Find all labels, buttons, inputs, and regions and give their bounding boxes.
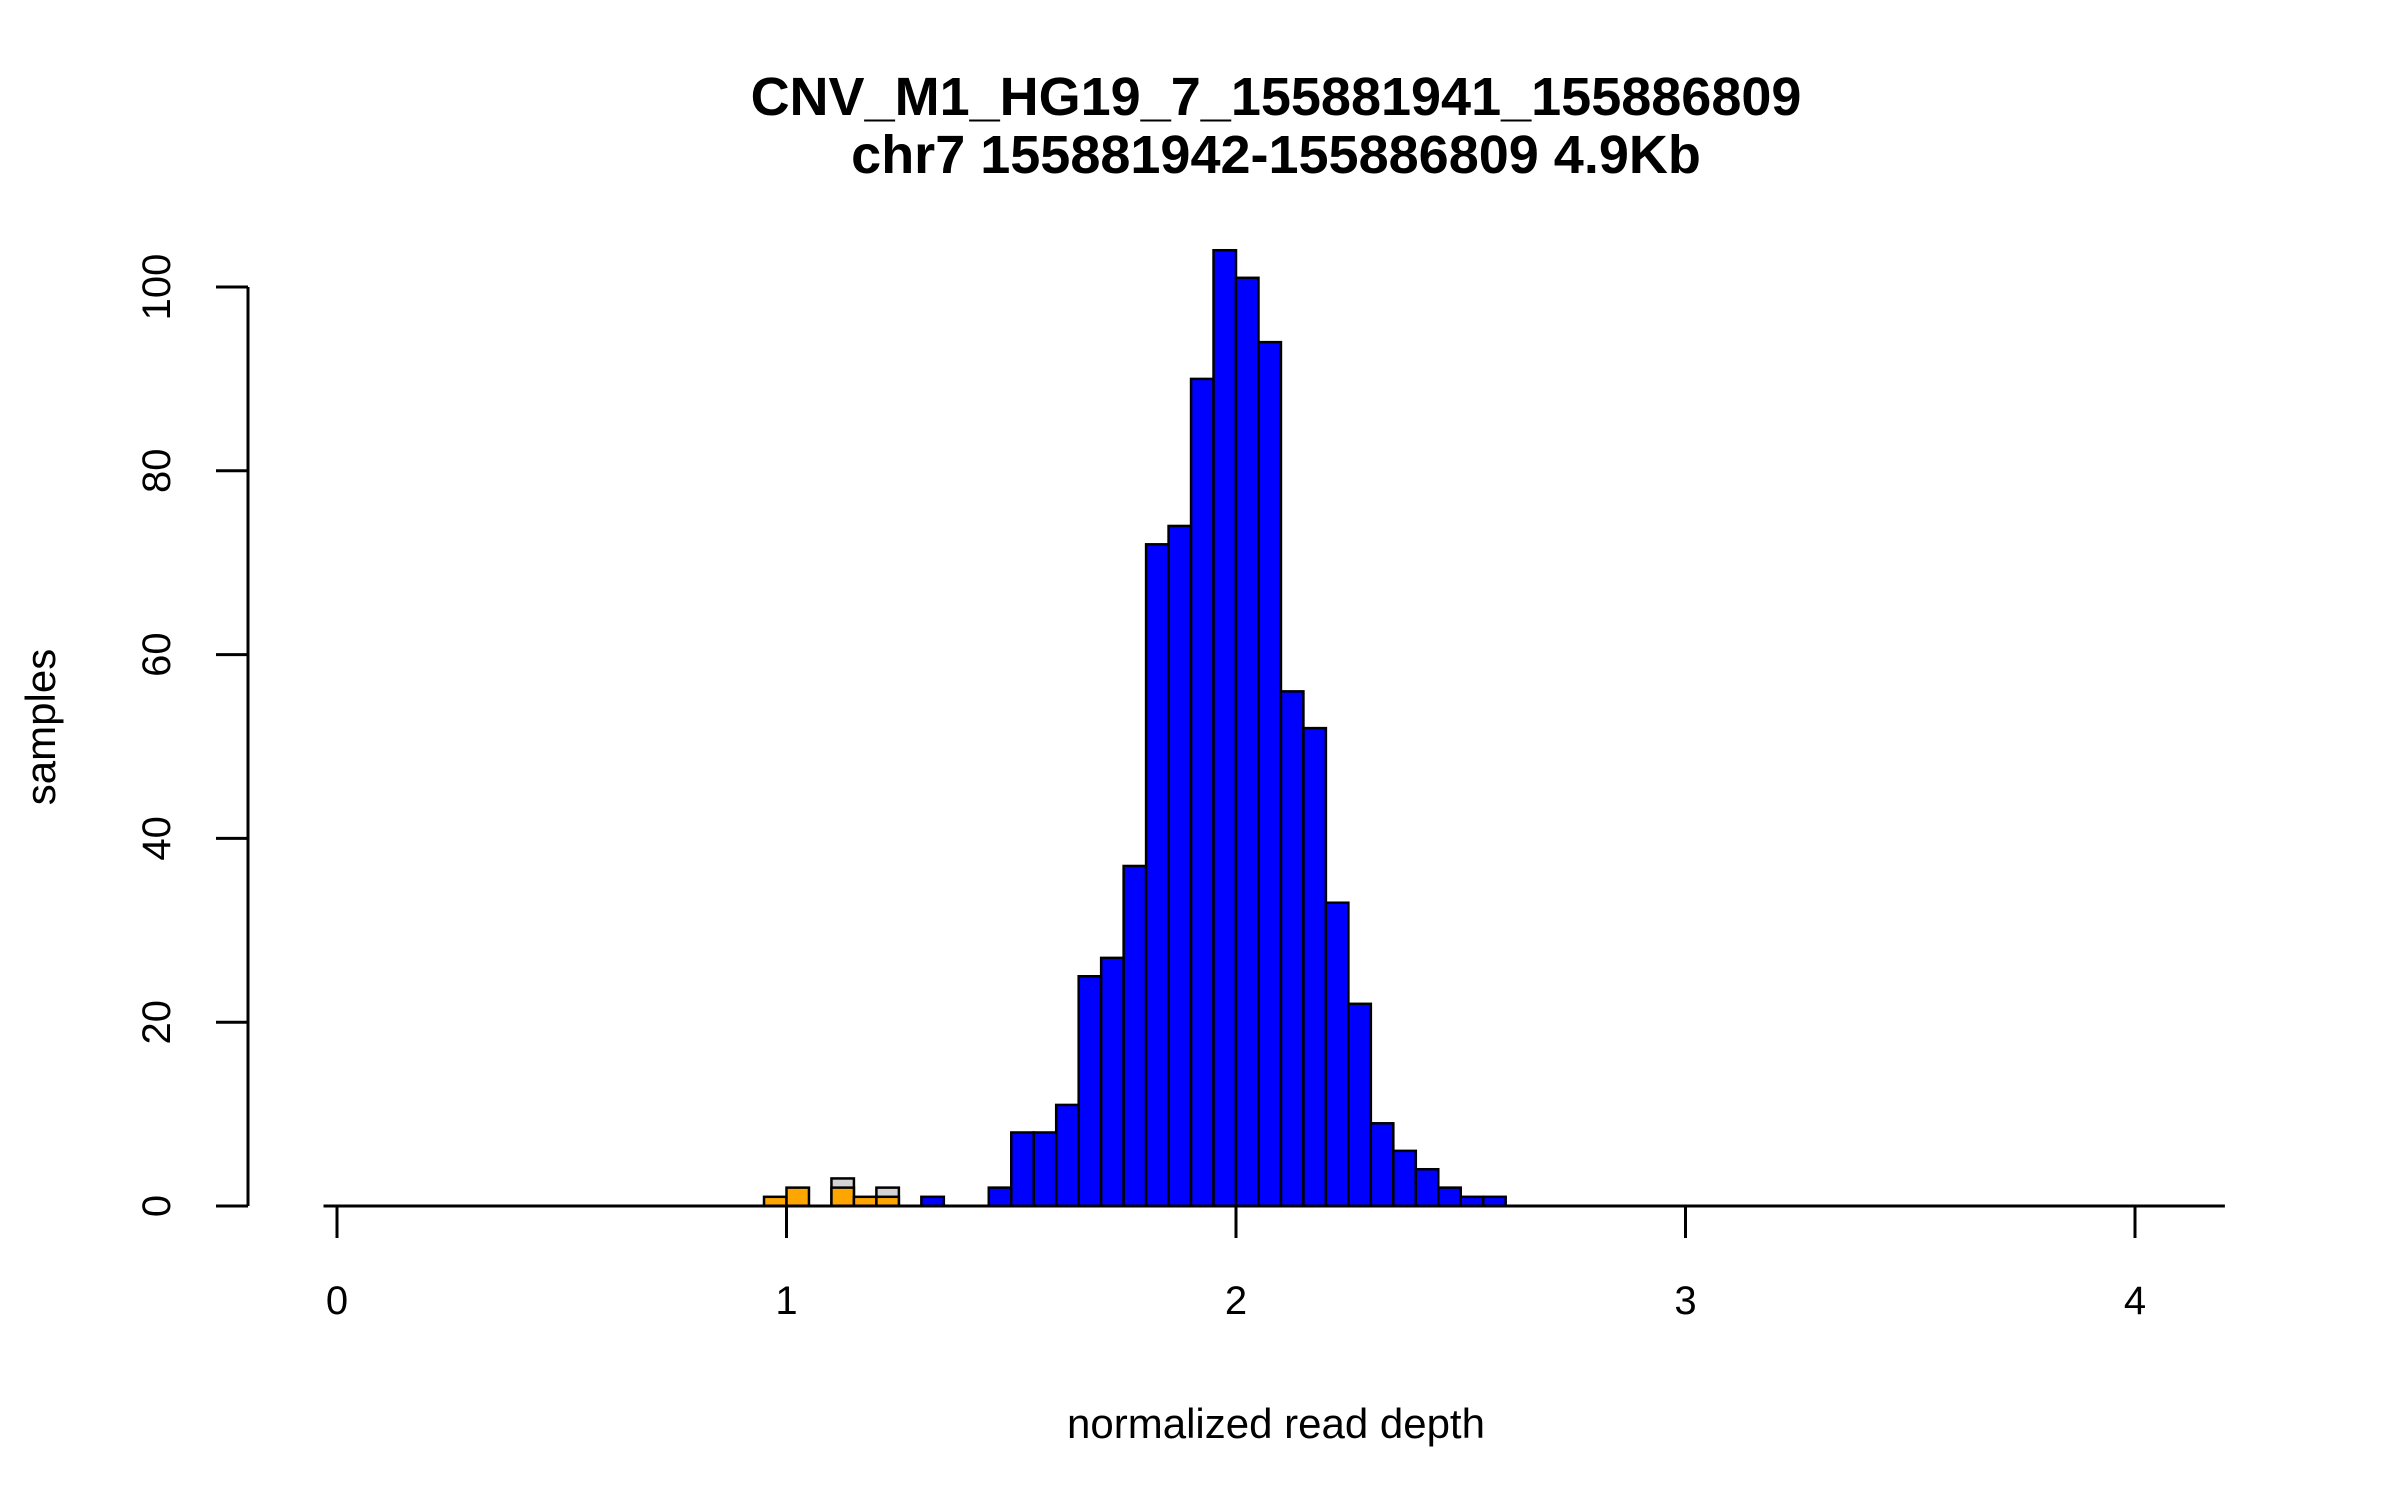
chart-title: CNV_M1_HG19_7_155881941_155886809 xyxy=(751,67,1802,127)
histogram-bar xyxy=(1302,726,1328,1208)
histogram-bar xyxy=(1077,975,1103,1208)
histogram-bars xyxy=(762,248,1507,1208)
x-axis-label: normalized read depth xyxy=(1067,1400,1485,1447)
y-tick-label: 60 xyxy=(135,632,179,677)
histogram-bar xyxy=(1392,1149,1418,1208)
histogram-bar xyxy=(1414,1167,1440,1208)
histogram-bar xyxy=(785,1186,811,1208)
x-tick-label: 4 xyxy=(2124,1279,2146,1323)
histogram-bar xyxy=(1324,901,1350,1208)
histogram-bar xyxy=(1234,276,1260,1208)
histogram-bar xyxy=(1010,1131,1035,1208)
histogram-bar xyxy=(1189,377,1215,1208)
y-tick-label: 0 xyxy=(135,1195,179,1217)
x-tick-label: 3 xyxy=(1674,1279,1696,1323)
histogram-bar xyxy=(1212,248,1238,1208)
y-tick-label: 40 xyxy=(135,816,179,861)
histogram-bar xyxy=(1122,864,1148,1208)
histogram-bar xyxy=(1167,524,1193,1208)
x-tick-label: 1 xyxy=(775,1279,797,1323)
x-tick-label: 2 xyxy=(1225,1279,1247,1323)
histogram-bar xyxy=(1437,1186,1463,1208)
chart-subtitle: chr7 155881942-155886809 4.9Kb xyxy=(851,125,1701,185)
y-axis-label: samples xyxy=(17,649,64,805)
histogram-bar xyxy=(1054,1103,1080,1208)
histogram-bar xyxy=(1032,1131,1058,1208)
x-axis: 0 1 2 3 4 xyxy=(326,1204,2146,1323)
y-axis: 0 20 40 60 80 100 xyxy=(135,254,250,1217)
histogram-bar xyxy=(1347,1002,1373,1208)
histogram-bar xyxy=(1369,1122,1395,1208)
histogram-bar xyxy=(1279,690,1305,1208)
histogram-bar xyxy=(987,1186,1013,1208)
y-tick-label: 80 xyxy=(135,449,179,494)
x-tick-label: 0 xyxy=(326,1279,348,1323)
histogram-bar xyxy=(830,1186,856,1208)
histogram-bar xyxy=(1144,543,1170,1208)
y-tick-label: 20 xyxy=(135,1000,179,1044)
y-tick-label: 100 xyxy=(135,254,179,321)
histogram-bar xyxy=(1257,340,1283,1208)
histogram-bar xyxy=(1099,956,1125,1208)
